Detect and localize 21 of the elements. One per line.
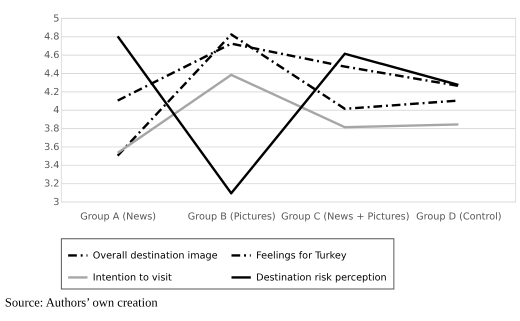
x-tick-label: Group D (Control) xyxy=(416,211,502,222)
y-tick-label: 4.4 xyxy=(44,68,60,80)
legend-label: Intention to visit xyxy=(92,272,172,284)
y-tick-label: 4 xyxy=(53,105,60,116)
x-tick-label: Group A (News) xyxy=(80,211,156,222)
y-tick-label: 4.8 xyxy=(44,32,60,43)
y-tick-label: 3.2 xyxy=(44,178,60,190)
y-tick-label: 5 xyxy=(53,13,60,24)
y-tick-label: 4.2 xyxy=(44,86,60,98)
x-tick-label: Group B (Pictures) xyxy=(188,211,276,222)
y-tick-label: 3.4 xyxy=(44,160,60,172)
y-tick-label: 4.6 xyxy=(44,50,60,62)
x-tick-label: Group C (News + Pictures) xyxy=(281,211,410,222)
source-note: Source: Authors’ own creation xyxy=(4,295,158,310)
legend-label: Overall destination image xyxy=(92,250,218,262)
legend-label: Feelings for Turkey xyxy=(256,250,347,262)
y-tick-label: 3.6 xyxy=(44,142,60,153)
line-series xyxy=(116,74,460,154)
y-tick-label: 3.8 xyxy=(44,123,60,134)
legend-label: Destination risk perception xyxy=(256,272,387,284)
y-tick-label: 3 xyxy=(53,196,60,208)
